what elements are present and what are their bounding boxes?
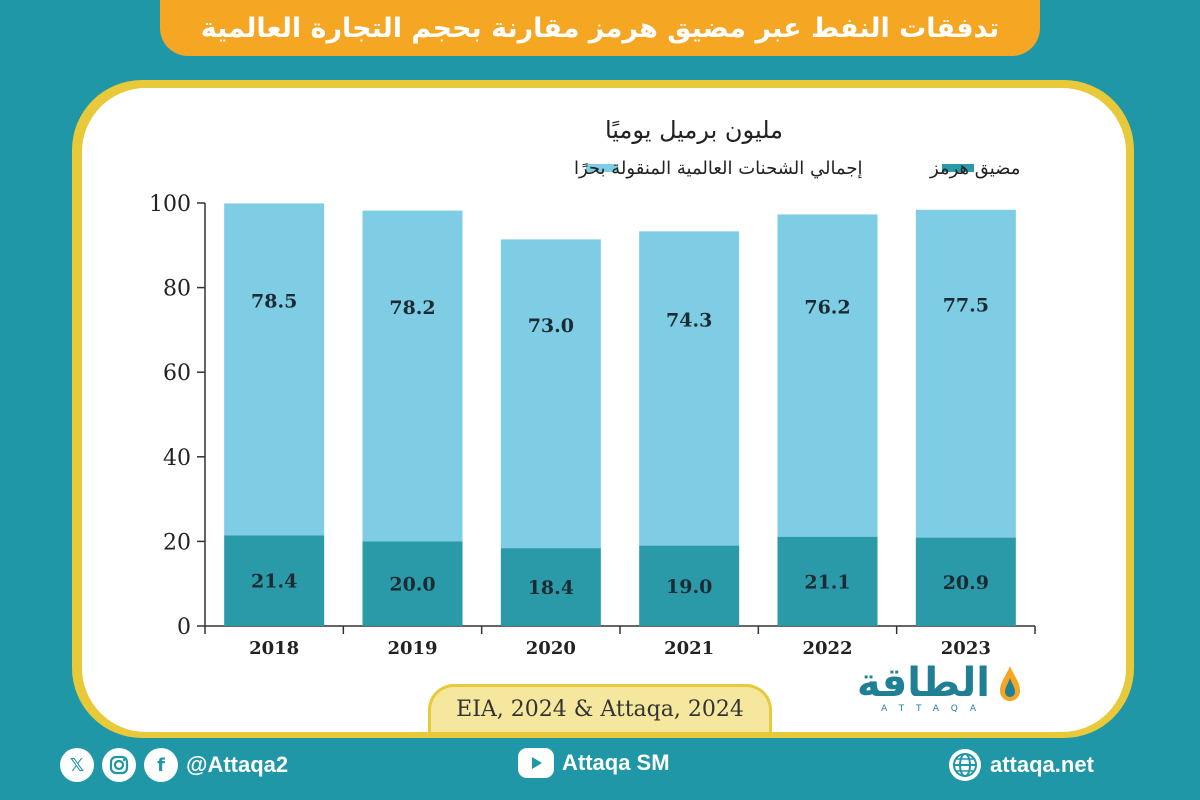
bar-hormuz: [362, 541, 463, 626]
data-label-hormuz: 20.9: [943, 572, 989, 594]
footer: 𝕏 f @Attaqa2 Attaqa SM attaqa.net: [0, 744, 1200, 800]
data-label-hormuz: 18.4: [528, 577, 574, 599]
stacked-bar-chart: مليون برميل يوميًا مضيق هرمز إجمالي الشحنا…: [149, 116, 1036, 659]
data-label-global: 74.3: [666, 309, 712, 331]
x-tick-label: 2021: [664, 638, 714, 659]
page-title: تدفقات النفط عبر مضيق هرمز مقارنة بحجم ا…: [160, 0, 1040, 56]
data-label-hormuz: 21.1: [804, 571, 850, 593]
logo-arabic-text: الطاقة: [856, 660, 990, 706]
bar-global: [224, 203, 325, 536]
legend-swatch-hormuz: [942, 164, 974, 172]
website-link[interactable]: attaqa.net: [990, 752, 1094, 777]
x-tick-label: 2020: [526, 638, 576, 659]
y-tick-label: 40: [163, 446, 191, 471]
data-label-global: 77.5: [943, 295, 989, 317]
data-label-hormuz: 19.0: [666, 576, 712, 598]
x-tick-label: 2022: [802, 638, 852, 659]
y-tick-label: 20: [163, 530, 191, 555]
bar-global: [362, 210, 463, 542]
bar-hormuz: [500, 548, 601, 626]
data-label-global: 78.2: [389, 297, 435, 319]
bar-global: [915, 209, 1016, 538]
x-tick-label: 2023: [941, 638, 991, 659]
bar-hormuz: [915, 537, 1016, 626]
bar-hormuz: [777, 536, 878, 626]
youtube-group: Attaqa SM: [518, 748, 670, 778]
legend-label-hormuz: مضيق هرمز: [929, 158, 1020, 179]
social-handle[interactable]: @Attaqa2: [186, 752, 289, 777]
bar-hormuz: [639, 545, 740, 626]
bar-hormuz: [224, 535, 325, 626]
y-tick-label: 100: [149, 192, 191, 217]
bar-global: [500, 239, 601, 549]
legend-swatch-global: [586, 164, 618, 172]
youtube-icon[interactable]: [518, 748, 554, 778]
y-axis-label: مليون برميل يوميًا: [605, 116, 783, 144]
data-label-hormuz: 21.4: [251, 571, 297, 593]
globe-icon[interactable]: [948, 748, 982, 782]
data-label-hormuz: 20.0: [389, 574, 435, 596]
x-tick-label: 2018: [249, 638, 299, 659]
y-tick-label: 0: [177, 615, 191, 640]
youtube-channel[interactable]: Attaqa SM: [562, 750, 670, 775]
data-label-global: 78.5: [251, 290, 297, 312]
facebook-icon[interactable]: f: [144, 748, 178, 782]
website-group: attaqa.net: [948, 748, 1094, 782]
x-icon[interactable]: 𝕏: [60, 748, 94, 782]
drop-icon: [1000, 666, 1020, 701]
social-group: 𝕏 f @Attaqa2: [60, 748, 288, 782]
data-label-global: 76.2: [804, 297, 850, 319]
chart-card: مليون برميل يوميًا مضيق هرمز إجمالي الشحنا…: [82, 88, 1126, 732]
bar-global: [639, 231, 740, 546]
x-tick-label: 2019: [387, 638, 437, 659]
y-tick-label: 60: [163, 361, 191, 386]
source-label: EIA, 2024 & Attaqa, 2024: [428, 684, 772, 732]
legend-label-global: إجمالي الشحنات العالمية المنقولة بحرًا: [574, 158, 862, 179]
bar-global: [777, 214, 878, 537]
attaqa-logo: الطاقة ATTAQA: [838, 660, 1028, 720]
data-label-global: 73.0: [528, 315, 574, 337]
logo-latin-text: ATTAQA: [881, 704, 988, 714]
instagram-icon[interactable]: [102, 748, 136, 782]
y-tick-label: 80: [163, 277, 191, 302]
